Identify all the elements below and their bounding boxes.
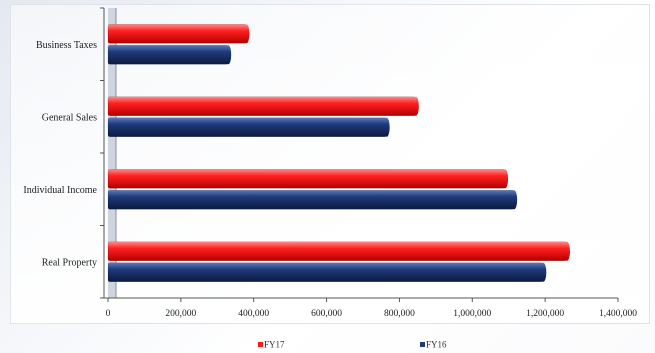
- bar-end-cap-fy17: [412, 96, 419, 116]
- legend-swatch-fy16: [420, 342, 425, 347]
- category-label: Individual Income: [23, 185, 97, 196]
- x-tick-label: 0: [106, 309, 111, 319]
- bar-fy17: [107, 169, 506, 189]
- bar-fy16: [107, 117, 387, 137]
- bar-fy17: [107, 241, 568, 261]
- x-tick-label: 400,000: [238, 309, 269, 319]
- legend-swatch-fy17: [258, 342, 263, 347]
- category-label: General Sales: [42, 112, 97, 123]
- bar-fy16: [107, 262, 544, 282]
- bar-fy16: [107, 190, 515, 210]
- x-tick-label: 800,000: [384, 309, 415, 319]
- bar-end-cap-fy16: [383, 117, 390, 137]
- x-tick-label: 1,200,000: [526, 309, 564, 319]
- legend-label-fy17: FY17: [264, 340, 285, 350]
- category-label: Real Property: [42, 257, 97, 268]
- bar-end-cap-fy17: [564, 241, 570, 261]
- bar-end-cap-fy16: [511, 190, 518, 210]
- bar-end-cap-fy17: [243, 24, 250, 44]
- legend-label-fy16: FY16: [426, 340, 447, 350]
- bar-fy16: [107, 45, 229, 65]
- x-tick-label: 1,400,000: [599, 309, 637, 319]
- axis-wall: [108, 8, 116, 298]
- bar-fy17: [107, 24, 247, 44]
- x-tick-label: 1,000,000: [453, 309, 491, 319]
- x-tick-label: 200,000: [165, 309, 196, 319]
- x-tick-label: 600,000: [311, 309, 342, 319]
- category-label: Business Taxes: [36, 40, 97, 51]
- bar-fy17: [107, 96, 417, 116]
- bar-end-cap-fy17: [502, 169, 509, 189]
- bar-end-cap-fy16: [540, 262, 547, 282]
- bar-end-cap-fy16: [225, 45, 232, 65]
